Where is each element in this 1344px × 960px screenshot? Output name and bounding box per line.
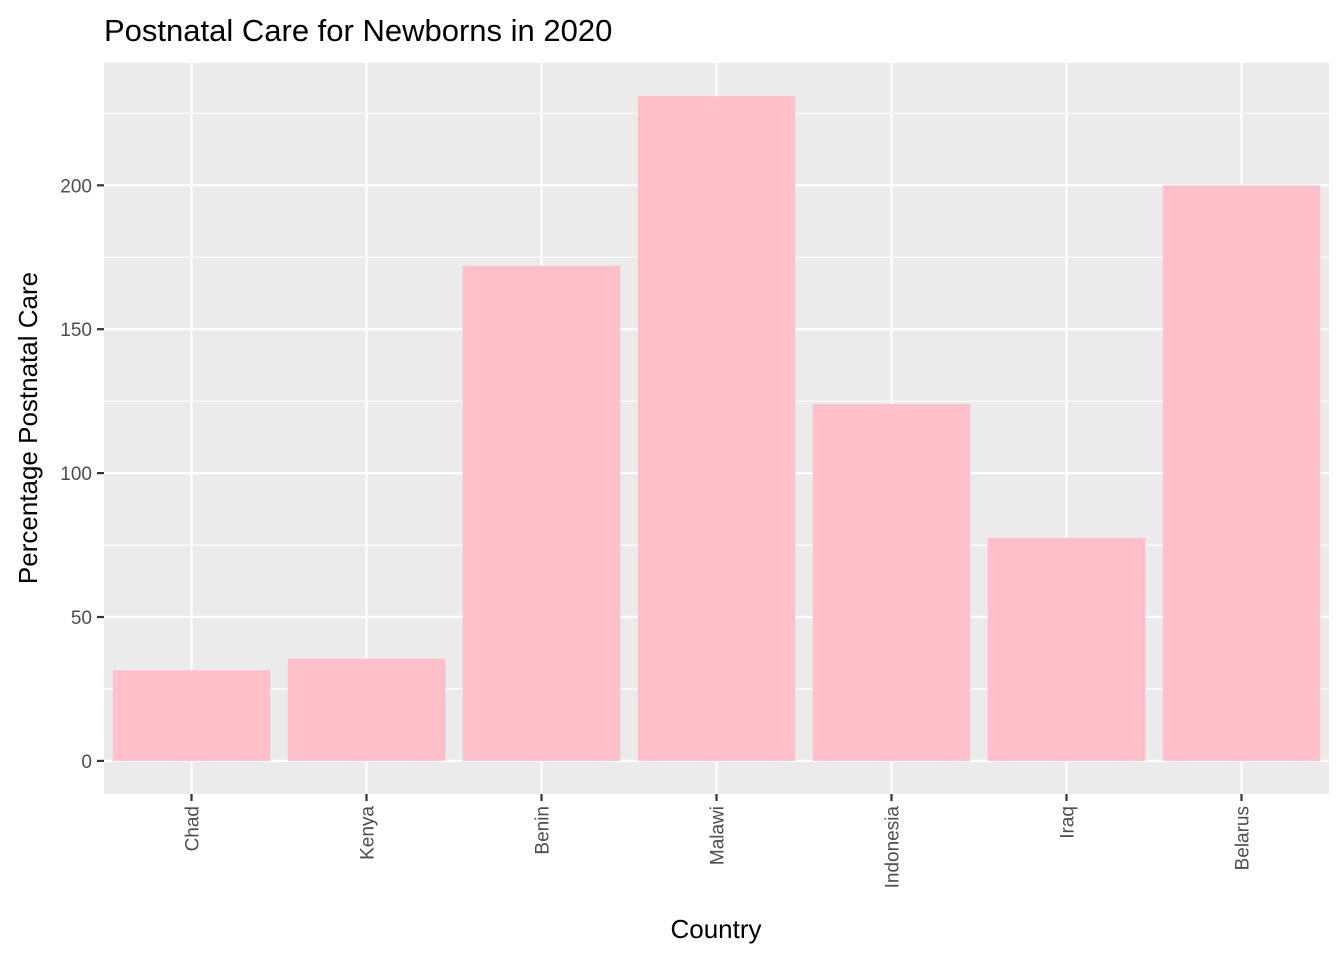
y-tick-label: 200	[60, 176, 92, 197]
bar-kenya	[287, 658, 446, 761]
x-tick-label: Benin	[533, 806, 554, 855]
y-axis: 0 50 100 150 200	[60, 176, 104, 773]
y-tick-label: 150	[60, 320, 92, 341]
bar-benin	[462, 265, 621, 761]
x-axis-title: Country	[670, 914, 761, 944]
bars	[112, 96, 1321, 761]
x-tick-label: Chad	[183, 806, 204, 851]
x-tick-label: Indonesia	[883, 806, 904, 889]
x-tick-label: Iraq	[1058, 806, 1079, 839]
bar-malawi	[637, 96, 796, 761]
x-tick-label: Malawi	[708, 806, 729, 865]
bar-belarus	[1162, 185, 1321, 761]
x-tick-label: Kenya	[358, 806, 379, 860]
bar-iraq	[987, 537, 1146, 761]
bar-indonesia	[812, 404, 971, 761]
y-tick-label: 100	[60, 464, 92, 485]
y-axis-title: Percentage Postnatal Care	[13, 272, 43, 584]
y-tick-label: 50	[71, 608, 92, 629]
y-tick-label: 0	[81, 752, 92, 773]
chart-title: Postnatal Care for Newborns in 2020	[104, 13, 612, 48]
x-axis: Chad Kenya Benin Malawi Indonesia Iraq Belarus	[183, 794, 1254, 888]
x-tick-label: Belarus	[1233, 806, 1254, 870]
bar-chad	[112, 670, 271, 761]
